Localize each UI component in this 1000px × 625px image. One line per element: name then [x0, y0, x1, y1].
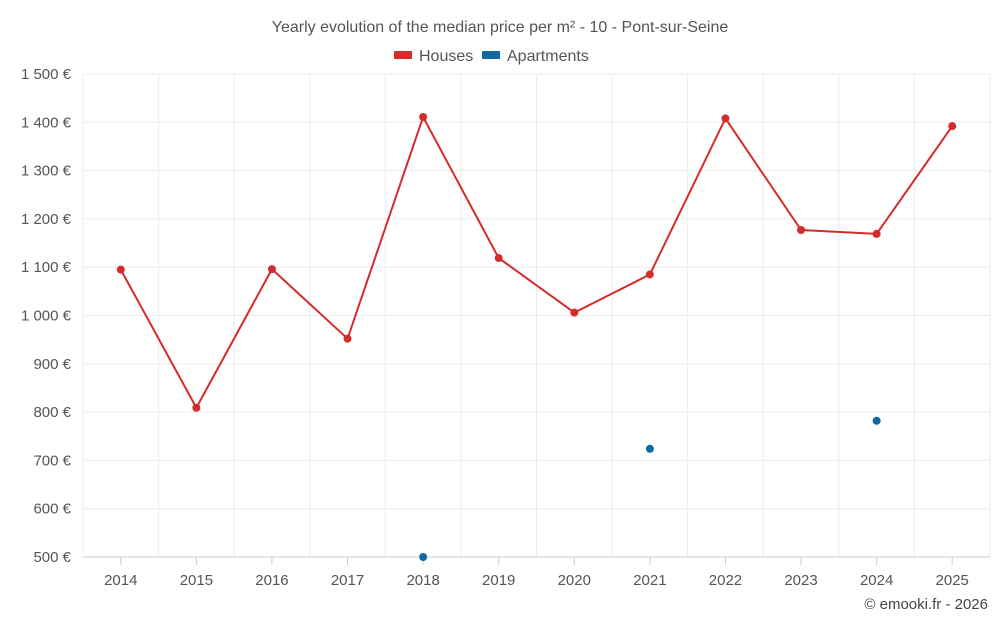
x-tick-label: 2018 — [406, 572, 439, 589]
chart-title: Yearly evolution of the median price per… — [272, 19, 729, 36]
data-point-houses[interactable] — [797, 226, 806, 235]
data-point-houses[interactable] — [343, 334, 352, 343]
series-apartments — [419, 416, 881, 561]
data-point-houses[interactable] — [494, 254, 503, 263]
y-tick-label: 600 € — [33, 501, 71, 518]
x-tick-label: 2016 — [255, 572, 288, 589]
data-point-apartments[interactable] — [872, 416, 881, 425]
y-tick-label: 1 400 € — [21, 114, 72, 131]
y-tick-label: 1 500 € — [21, 66, 72, 83]
y-tick-label: 1 100 € — [21, 259, 72, 276]
data-point-houses[interactable] — [645, 270, 654, 279]
legend-swatch — [482, 51, 500, 59]
y-axis: 500 € 600 € 700 € 800 € 900 € 1 000 € 1 100 € 1… — [21, 66, 72, 566]
x-tick-label: 2021 — [633, 572, 666, 589]
data-point-apartments[interactable] — [419, 553, 428, 561]
y-tick-label: 1 200 € — [21, 211, 72, 228]
legend: Houses Apartments — [394, 48, 589, 65]
legend-swatch — [394, 51, 412, 59]
series-layer — [116, 112, 957, 561]
y-tick-label: 500 € — [33, 549, 71, 566]
x-tick-label: 2017 — [331, 572, 364, 589]
series-houses — [116, 112, 957, 412]
data-point-houses[interactable] — [948, 122, 957, 131]
legend-label: Houses — [419, 48, 473, 65]
x-tick-label: 2025 — [936, 572, 969, 589]
x-tick-label: 2023 — [784, 572, 817, 589]
x-tick-label: 2019 — [482, 572, 515, 589]
y-tick-label: 800 € — [33, 404, 71, 421]
x-tick-label: 2024 — [860, 572, 893, 589]
x-tick-label: 2022 — [709, 572, 742, 589]
x-tick-label: 2014 — [104, 572, 137, 589]
x-axis: 2014 2015 2016 2017 2018 2019 2020 2021 2022 2023… — [83, 556, 990, 589]
y-tick-label: 700 € — [33, 452, 71, 469]
data-point-houses[interactable] — [570, 308, 579, 317]
x-tick-label: 2020 — [558, 572, 591, 589]
data-point-houses[interactable] — [267, 265, 276, 274]
credit-text: © emooki.fr - 2026 — [864, 596, 988, 613]
data-point-apartments[interactable] — [645, 444, 654, 453]
legend-item-houses[interactable]: Houses — [394, 48, 473, 65]
y-tick-label: 1 000 € — [21, 308, 72, 325]
y-tick-label: 1 300 € — [21, 163, 72, 180]
series-line-houses — [119, 115, 954, 409]
data-point-houses[interactable] — [721, 114, 730, 123]
data-point-houses[interactable] — [872, 229, 881, 238]
gridlines — [82, 73, 991, 557]
y-tick-label: 900 € — [33, 356, 71, 373]
data-point-houses[interactable] — [116, 265, 125, 274]
legend-item-apartments[interactable]: Apartments — [482, 48, 589, 65]
x-tick-label: 2015 — [180, 572, 213, 589]
legend-label: Apartments — [507, 48, 589, 65]
data-point-houses[interactable] — [192, 403, 201, 412]
data-point-houses[interactable] — [419, 112, 428, 121]
